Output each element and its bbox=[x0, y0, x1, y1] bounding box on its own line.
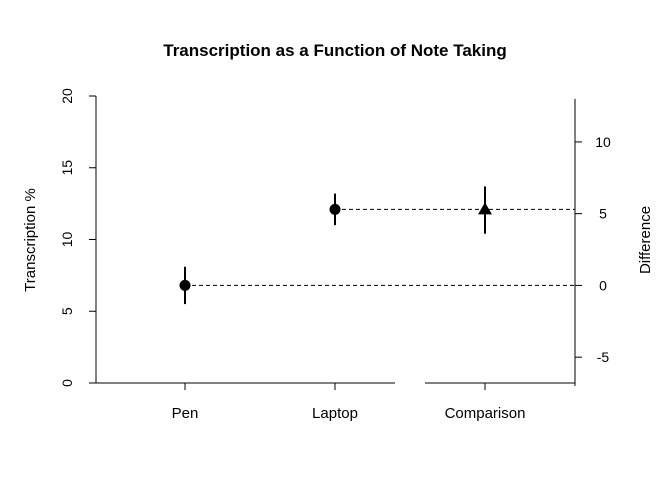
point-comparison bbox=[478, 202, 492, 215]
left-axis-tick-label: 5 bbox=[59, 307, 75, 315]
x-axis: Pen Laptop Comparison bbox=[96, 382, 575, 422]
right-axis-tick-label: 0 bbox=[599, 277, 607, 293]
right-axis-tick-label: 10 bbox=[595, 134, 611, 150]
left-y-axis: 0 5 10 15 20 bbox=[59, 88, 97, 387]
right-y-axis: -5 0 5 10 bbox=[574, 98, 611, 386]
point-laptop bbox=[329, 203, 341, 215]
y-axis-label: Transcription % bbox=[22, 188, 39, 292]
x-axis-tick-label-laptop: Laptop bbox=[312, 405, 358, 422]
right-axis-tick-label: -5 bbox=[597, 349, 610, 365]
x-axis-tick-label-pen: Pen bbox=[172, 405, 199, 422]
left-axis-tick-label: 20 bbox=[59, 88, 75, 104]
y2-axis-label: Difference bbox=[637, 206, 654, 274]
left-axis-tick-label: 15 bbox=[59, 160, 75, 176]
data-marks bbox=[179, 186, 575, 305]
point-pen bbox=[179, 279, 191, 291]
left-axis-tick-label: 10 bbox=[59, 232, 75, 248]
right-axis-tick-label: 5 bbox=[599, 206, 607, 222]
x-axis-tick-label-comparison: Comparison bbox=[445, 405, 526, 422]
left-axis-tick-label: 0 bbox=[59, 379, 75, 387]
chart-title: Transcription as a Function of Note Taki… bbox=[163, 41, 507, 60]
